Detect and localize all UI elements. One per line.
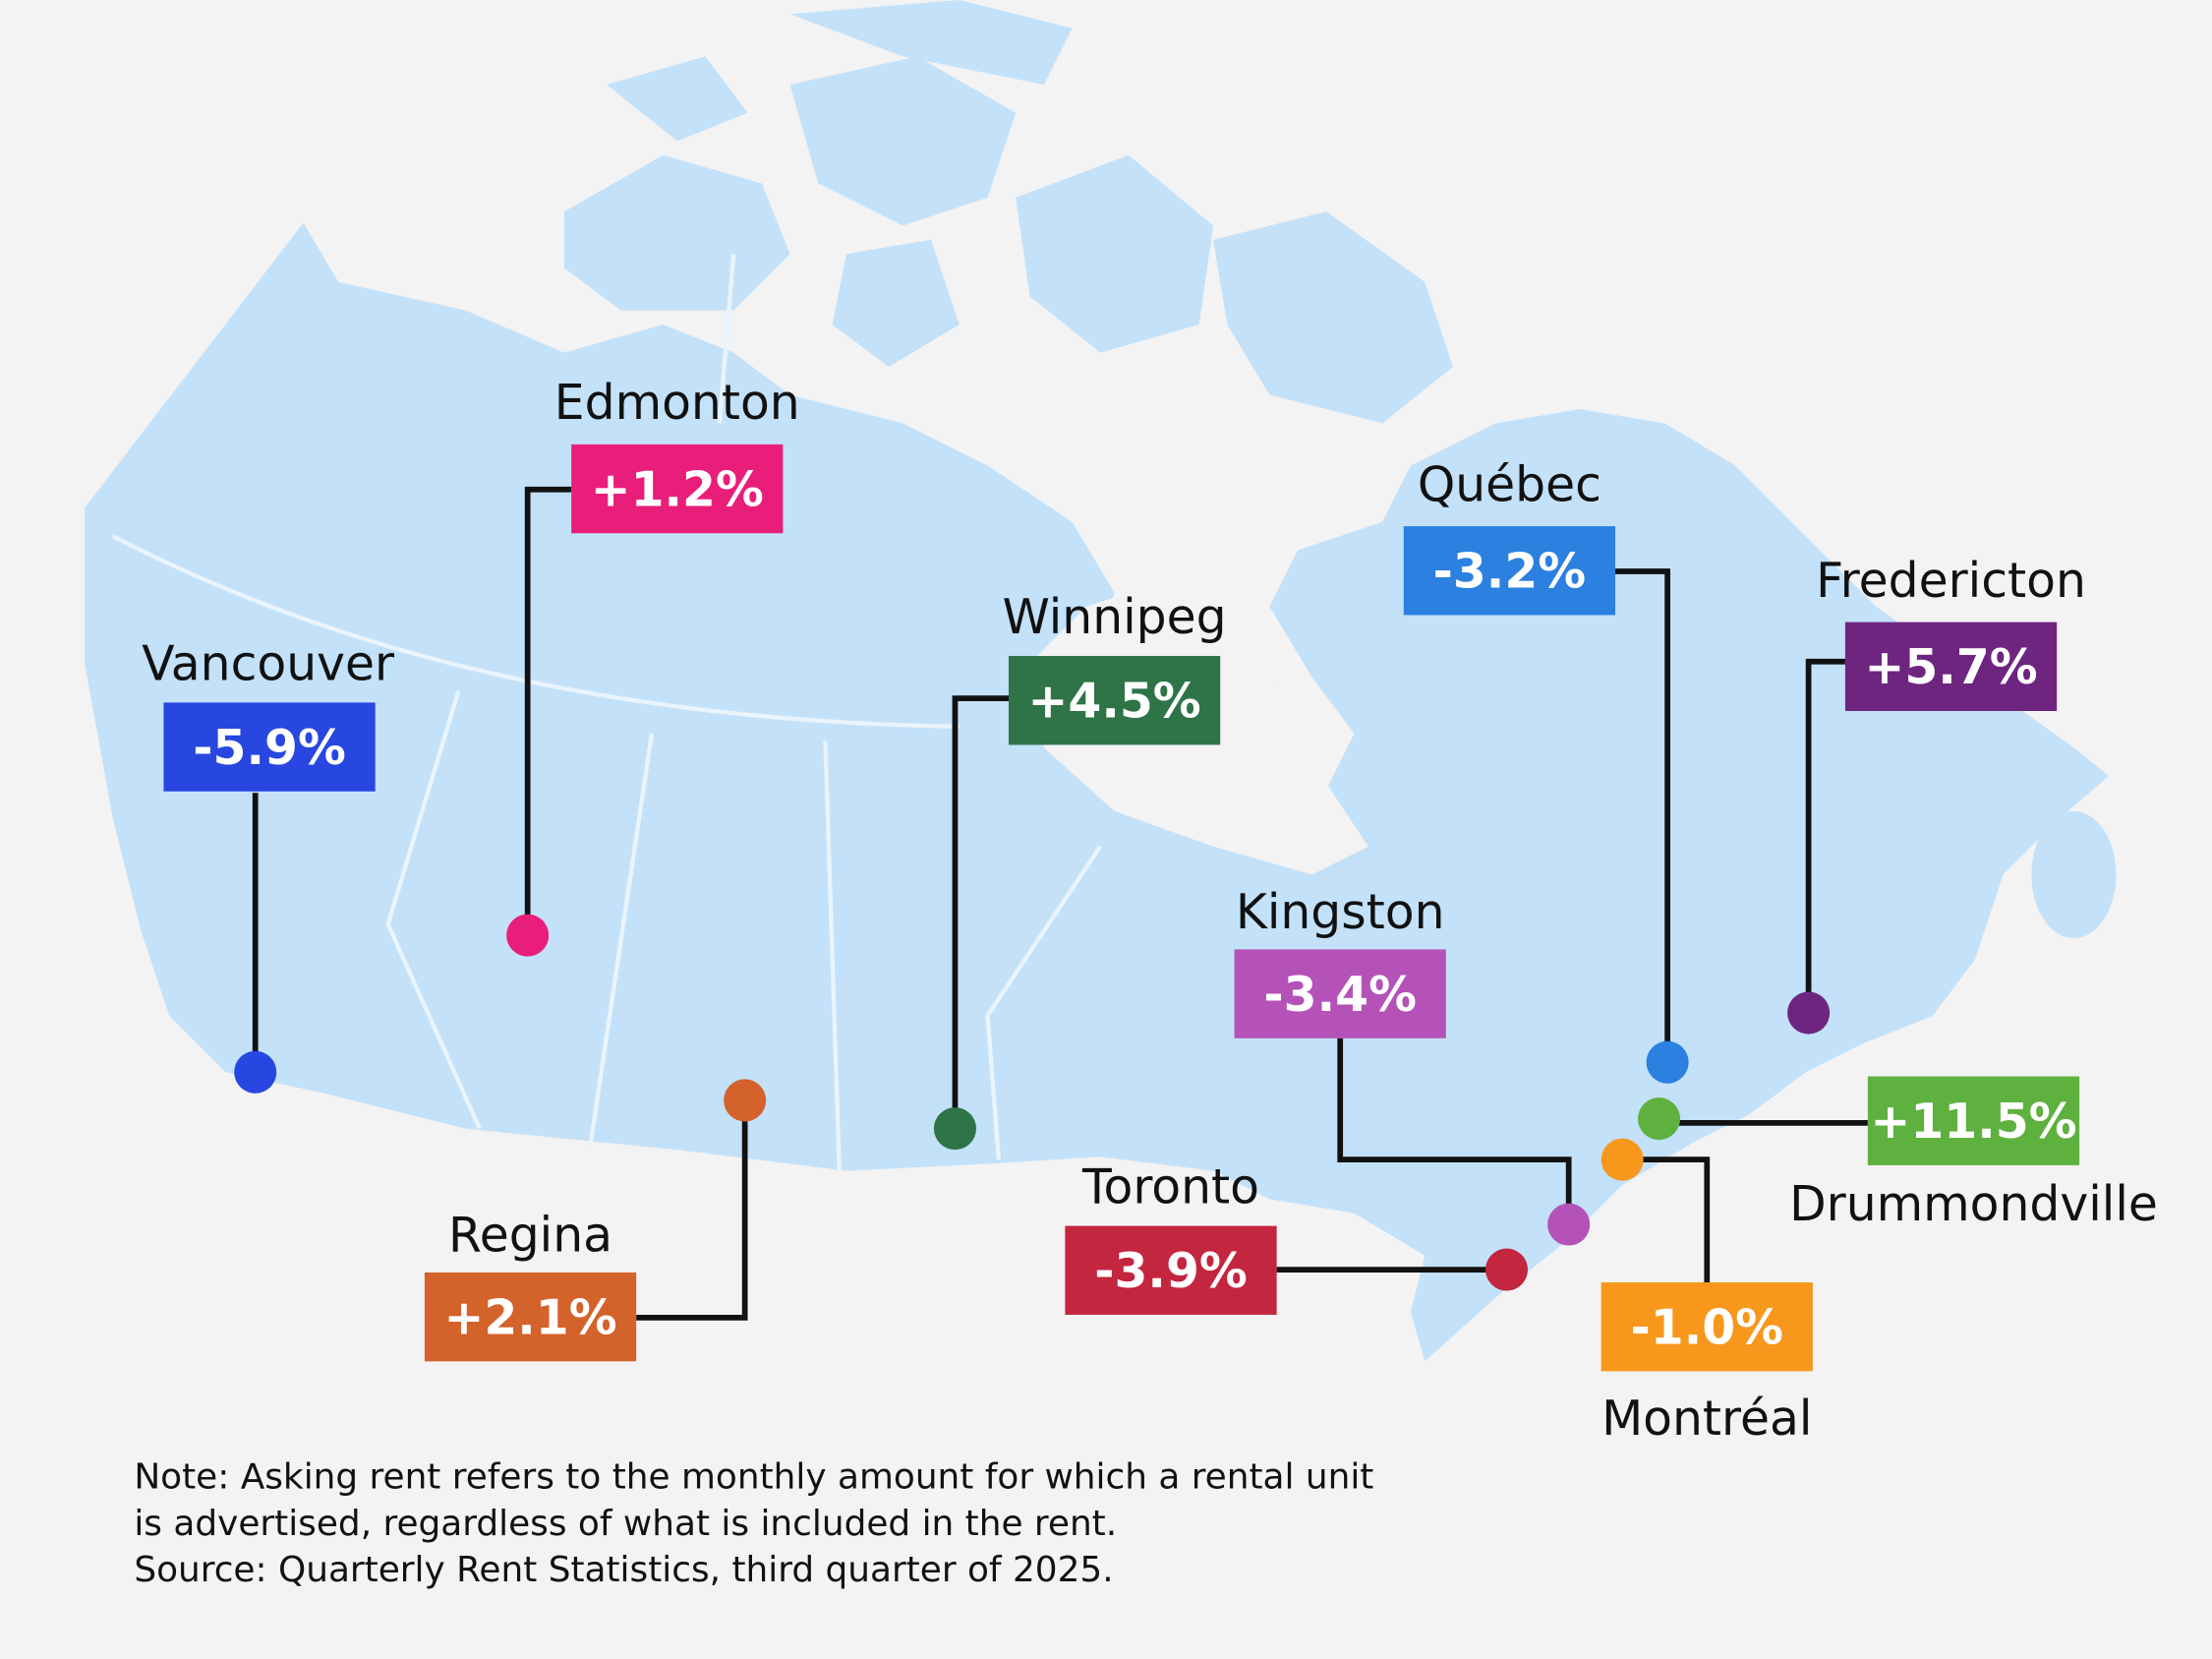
note-line: Source: Quarterly Rent Statistics, third… — [134, 1550, 1113, 1590]
connector — [1337, 1037, 1572, 1225]
city-dot — [234, 1050, 277, 1094]
connector — [636, 1099, 748, 1321]
value-box — [1601, 1281, 1813, 1372]
city-name: Vancouver — [142, 635, 395, 691]
note-line: is advertised, regardless of what is inc… — [134, 1504, 1117, 1544]
value-box — [1403, 526, 1616, 616]
value-box — [1234, 949, 1446, 1038]
city-name: Québec — [1418, 456, 1601, 512]
city-name: Toronto — [1081, 1159, 1259, 1215]
city-name: Drummondville — [1789, 1176, 2158, 1232]
city-name: Winnipeg — [1003, 589, 1227, 645]
connector — [1805, 658, 1845, 1013]
city-dot — [506, 914, 550, 957]
city-dot — [933, 1107, 976, 1151]
city-labels: -5.9% Vancouver +1.2% Edmonton +2.1% Regina +4… — [142, 375, 2158, 1447]
connector — [1622, 1156, 1711, 1282]
change-value: -5.9% — [193, 720, 346, 776]
value-box — [163, 702, 376, 792]
city-name: Edmonton — [554, 375, 800, 431]
change-value: +4.5% — [1028, 673, 1201, 729]
value-box — [424, 1272, 637, 1362]
change-value: +5.7% — [1864, 639, 2037, 695]
city-dot — [1646, 1040, 1689, 1084]
value-box — [1867, 1076, 2080, 1165]
city-name: Regina — [448, 1207, 612, 1263]
province-borders — [111, 254, 1103, 1171]
city-dot — [1601, 1138, 1644, 1181]
change-value: -3.4% — [1263, 967, 1417, 1023]
city-dot — [1637, 1097, 1681, 1141]
value-box — [1065, 1225, 1277, 1315]
change-value: -3.9% — [1094, 1243, 1248, 1299]
change-value: +2.1% — [443, 1289, 616, 1345]
value-box — [571, 444, 784, 534]
city-dot — [1547, 1203, 1591, 1246]
change-value: +1.2% — [591, 461, 764, 517]
city-dot — [724, 1079, 767, 1122]
city-name: Montréal — [1601, 1391, 1812, 1447]
city-dot — [1485, 1248, 1529, 1291]
value-box — [1008, 656, 1221, 745]
value-box — [1844, 622, 2058, 711]
city-dot — [1787, 991, 1831, 1035]
change-value: +11.5% — [1870, 1094, 2076, 1150]
change-value: -3.2% — [1433, 543, 1587, 599]
note-line: Note: Asking rent refers to the monthly … — [134, 1456, 1373, 1497]
connector — [524, 486, 572, 936]
city-name: Fredericton — [1816, 553, 2086, 609]
connector — [1615, 568, 1670, 1063]
city-name: Kingston — [1236, 884, 1445, 940]
connector — [952, 695, 1009, 1129]
change-value: -1.0% — [1631, 1299, 1784, 1355]
